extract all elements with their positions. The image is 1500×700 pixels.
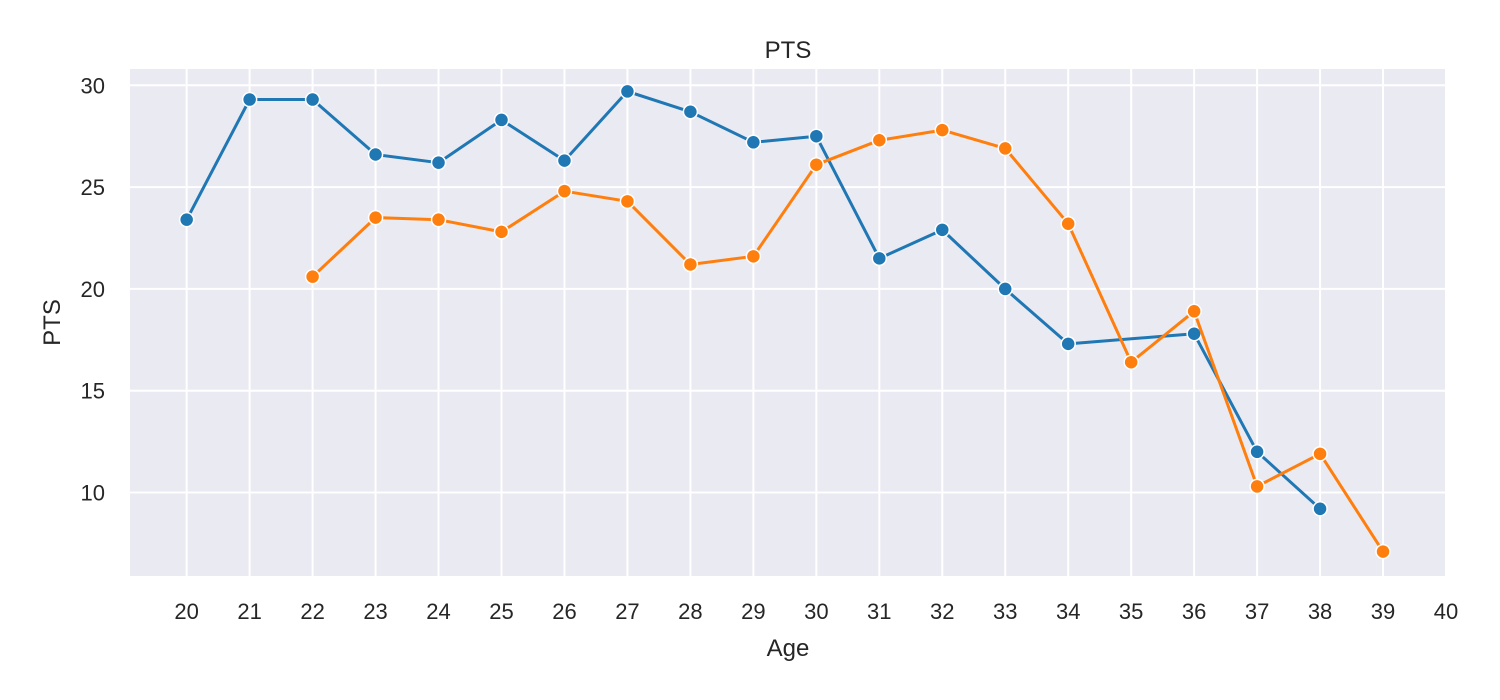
data-point bbox=[808, 128, 825, 144]
x-tick-label: 28 bbox=[678, 599, 702, 624]
data-point bbox=[997, 140, 1013, 157]
x-tick-label: 35 bbox=[1119, 599, 1143, 624]
y-tick-label: 10 bbox=[81, 481, 105, 506]
data-point bbox=[556, 183, 573, 199]
data-point bbox=[367, 146, 384, 163]
y-tick-label: 25 bbox=[81, 175, 105, 200]
y-axis-title: PTS bbox=[39, 299, 66, 346]
data-point bbox=[556, 152, 573, 169]
data-point bbox=[745, 248, 762, 265]
data-point bbox=[682, 256, 699, 273]
series-1 bbox=[178, 83, 1328, 517]
series-line bbox=[311, 128, 1385, 554]
x-tick-label: 29 bbox=[741, 599, 765, 624]
x-tick-label: 39 bbox=[1371, 599, 1395, 624]
data-point bbox=[1312, 446, 1328, 462]
x-tick-label: 33 bbox=[993, 599, 1017, 624]
data-point bbox=[871, 250, 888, 267]
data-point bbox=[1375, 543, 1391, 560]
x-tick-label: 38 bbox=[1308, 599, 1332, 624]
x-tick-label: 24 bbox=[426, 599, 450, 624]
series-line bbox=[185, 89, 1322, 511]
x-tick-label: 31 bbox=[867, 599, 891, 624]
series-2 bbox=[304, 122, 1391, 560]
x-tick-label: 30 bbox=[804, 599, 828, 624]
x-tick-label: 40 bbox=[1434, 599, 1458, 624]
x-tick-label: 25 bbox=[489, 599, 513, 624]
series-layer bbox=[178, 83, 1391, 560]
data-point bbox=[493, 224, 510, 240]
y-tick-label: 15 bbox=[81, 379, 105, 404]
data-point bbox=[1249, 478, 1265, 495]
grid-lines bbox=[130, 69, 1447, 576]
data-point bbox=[808, 156, 825, 173]
x-tick-label: 36 bbox=[1182, 599, 1206, 624]
data-point bbox=[1186, 303, 1202, 320]
data-point bbox=[1060, 336, 1076, 352]
data-point bbox=[619, 193, 636, 210]
data-point bbox=[619, 83, 636, 100]
x-tick-label: 22 bbox=[300, 599, 324, 624]
data-point bbox=[1123, 354, 1139, 370]
data-point bbox=[178, 211, 195, 228]
data-point bbox=[1060, 215, 1076, 232]
data-point bbox=[493, 112, 510, 128]
chart-title: PTS bbox=[765, 37, 812, 64]
data-point bbox=[430, 154, 447, 171]
y-axis-ticks: 10 15 20 25 30 bbox=[81, 73, 105, 505]
data-point bbox=[871, 132, 888, 149]
data-point bbox=[934, 122, 951, 138]
data-point bbox=[367, 209, 384, 226]
x-tick-label: 20 bbox=[174, 599, 198, 624]
data-point bbox=[241, 91, 258, 108]
x-tick-label: 26 bbox=[552, 599, 576, 624]
data-point bbox=[682, 104, 699, 120]
x-tick-label: 27 bbox=[615, 599, 639, 624]
x-tick-label: 32 bbox=[930, 599, 954, 624]
x-axis-title: Age bbox=[767, 635, 810, 662]
data-point bbox=[997, 281, 1013, 297]
data-point bbox=[430, 211, 447, 228]
x-tick-label: 21 bbox=[237, 599, 261, 624]
x-axis-ticks: 20 21 22 23 24 25 26 27 28 29 30 31 32 33 34 35 36 37 38 39… bbox=[174, 599, 1458, 624]
data-point bbox=[1312, 501, 1328, 517]
y-tick-label: 20 bbox=[81, 277, 105, 302]
data-point bbox=[304, 91, 321, 108]
data-point bbox=[934, 222, 951, 238]
x-tick-label: 23 bbox=[363, 599, 387, 624]
data-point bbox=[304, 268, 321, 285]
plot-area bbox=[130, 69, 1446, 576]
x-tick-label: 37 bbox=[1245, 599, 1269, 624]
data-point bbox=[745, 134, 762, 151]
x-tick-label: 34 bbox=[1056, 599, 1080, 624]
y-tick-label: 30 bbox=[81, 73, 105, 98]
data-point bbox=[1249, 444, 1265, 460]
